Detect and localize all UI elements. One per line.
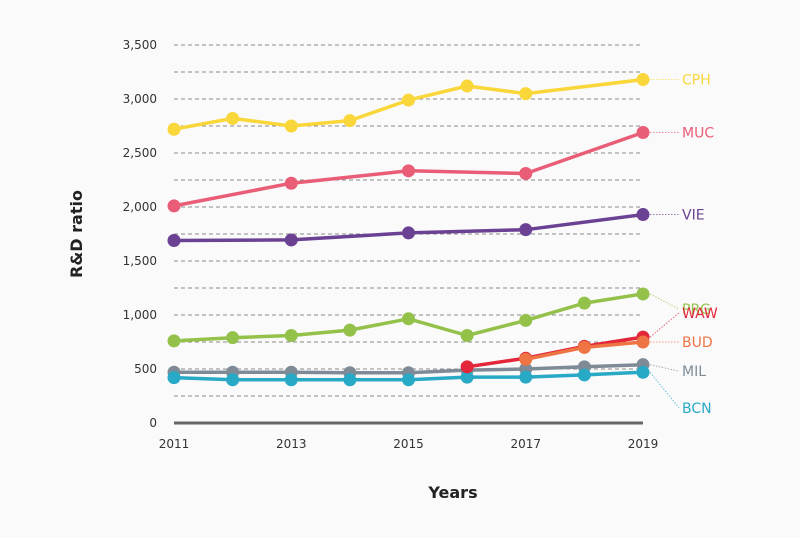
data-point: [636, 125, 650, 139]
x-tick-label: 2015: [393, 437, 424, 451]
y-tick-label: 1,000: [123, 308, 157, 322]
data-point: [402, 226, 415, 240]
data-point: [226, 111, 240, 125]
data-point: [284, 329, 298, 343]
data-point: [519, 87, 533, 101]
data-point: [519, 370, 533, 384]
data-point: [167, 371, 181, 385]
series-label-cph: CPH: [682, 73, 711, 89]
data-point: [636, 287, 650, 301]
data-point: [577, 368, 591, 382]
data-point: [636, 73, 650, 87]
series-label-prg: PRG: [682, 302, 711, 318]
series-bcn: [167, 365, 650, 387]
x-tick-label: 2019: [628, 437, 659, 451]
data-point: [636, 335, 650, 349]
data-point: [402, 164, 415, 178]
y-tick-label: 1,500: [123, 254, 157, 268]
y-axis-title: R&D ratio: [67, 190, 86, 278]
data-point: [402, 312, 415, 326]
series-line: [173, 77, 644, 131]
y-tick-label: 2,500: [123, 146, 157, 160]
x-tick-label: 2011: [159, 437, 190, 451]
data-point: [167, 334, 181, 348]
data-point: [402, 373, 415, 387]
label-leader: [649, 364, 680, 372]
x-axis-ticks: 2011 2013 2015 2017 2019: [159, 437, 659, 451]
series-muc: [167, 125, 650, 213]
y-tick-label: 3,500: [123, 38, 157, 52]
series-label-bud: BUD: [682, 335, 713, 351]
data-point: [284, 233, 298, 247]
series-cph: [167, 73, 650, 136]
series-labels: CPH MUC VIE PRG MIL BCN WAW BUD: [649, 73, 718, 417]
data-point: [460, 79, 474, 93]
data-point: [284, 176, 298, 190]
data-point: [226, 331, 240, 345]
x-tick-label: 2013: [276, 437, 307, 451]
data-point: [343, 323, 357, 337]
series-label-vie: VIE: [682, 208, 705, 224]
data-point: [519, 167, 533, 181]
data-point: [636, 208, 650, 222]
x-tick-label: 2017: [510, 437, 541, 451]
series-label-bcn: BCN: [682, 401, 712, 417]
series-label-mil: MIL: [682, 364, 706, 380]
y-tick-label: 3,000: [123, 92, 157, 106]
data-point: [519, 352, 533, 366]
y-tick-label: 2,000: [123, 200, 157, 214]
series-bud: [519, 335, 650, 366]
y-tick-label: 0: [149, 416, 157, 430]
label-leader: [649, 371, 680, 409]
label-leader: [649, 293, 680, 310]
data-point: [460, 360, 474, 374]
series-vie: [167, 208, 650, 247]
data-point: [519, 313, 533, 327]
data-point: [167, 233, 181, 247]
series-label-muc: MUC: [682, 125, 714, 141]
data-point: [284, 119, 298, 133]
y-axis-ticks: 0 500 1,000 1,500 2,000 2,500 3,000 3,500: [123, 38, 157, 430]
data-point: [343, 373, 357, 387]
data-point: [343, 114, 357, 128]
data-point: [460, 370, 474, 384]
label-leader: [649, 312, 680, 338]
data-point: [577, 296, 591, 310]
series-group: [167, 73, 650, 387]
y-tick-label: 500: [134, 362, 157, 376]
series-prg: [167, 287, 650, 348]
data-point: [402, 93, 415, 107]
data-point: [167, 122, 181, 136]
data-point: [519, 223, 533, 237]
data-point: [636, 365, 650, 379]
data-point: [167, 199, 181, 213]
data-point: [460, 329, 474, 343]
data-point: [577, 340, 591, 354]
series-label-waw: WAW: [682, 306, 718, 322]
data-point: [284, 373, 298, 387]
data-point: [226, 373, 240, 387]
x-axis-title: Years: [427, 483, 477, 502]
